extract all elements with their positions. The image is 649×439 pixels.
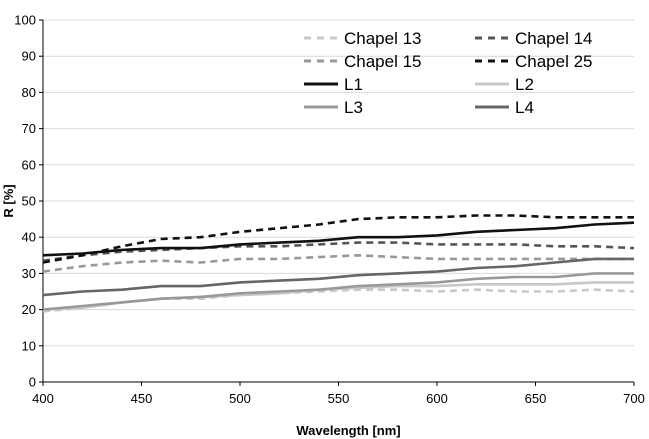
y-tick-label: 70 [22, 121, 36, 136]
legend-item: L3 [304, 98, 363, 117]
legend-item: Chapel 13 [304, 29, 422, 48]
series-line-chapel-25 [42, 214, 634, 264]
series-line-chapel-14 [42, 241, 635, 262]
legend-item: Chapel 15 [304, 52, 422, 71]
legend-label: Chapel 25 [515, 52, 593, 71]
gridlines [43, 19, 634, 347]
y-tick-label: 80 [22, 85, 36, 100]
legend-label: L4 [515, 98, 534, 117]
series-line-l2 [42, 281, 634, 311]
axes: 0 10 20 30 40 50 60 70 80 90 100 400 450 500 550 600 650… [14, 13, 645, 407]
x-tick-label: 500 [229, 391, 251, 406]
legend-item: L4 [475, 98, 534, 117]
legend-label: L1 [344, 75, 363, 94]
y-tick-label: 90 [22, 49, 36, 64]
legend-label: Chapel 15 [344, 52, 422, 71]
x-tick-label: 600 [426, 391, 448, 406]
legend-item: L2 [475, 75, 534, 94]
legend-item: Chapel 25 [475, 52, 593, 71]
legend: Chapel 13 Chapel 14 Chapel 15 Chapel 25 L1 L2… [304, 29, 593, 117]
y-axis-title: R [%] [1, 184, 16, 217]
x-tick-label: 700 [623, 391, 645, 406]
legend-label: L3 [344, 98, 363, 117]
y-tick-label: 40 [22, 230, 36, 245]
y-tick-label: 60 [22, 157, 36, 172]
y-tick-label: 30 [22, 266, 36, 281]
legend-label: L2 [515, 75, 534, 94]
y-tick-label: 10 [22, 338, 36, 353]
series-line-l3 [42, 272, 634, 311]
legend-label: Chapel 14 [515, 29, 593, 48]
x-tick-label: 650 [525, 391, 547, 406]
y-tick-label: 100 [14, 13, 36, 28]
series-line-l1 [42, 221, 635, 257]
y-tick-label: 0 [29, 375, 36, 390]
series-line-l4 [42, 257, 634, 297]
legend-item: L1 [304, 75, 363, 94]
y-tick-label: 20 [22, 302, 36, 317]
x-tick-label: 550 [328, 391, 350, 406]
x-tick-label: 450 [131, 391, 153, 406]
series-line-chapel-15 [42, 254, 634, 273]
x-axis-title: Wavelength [nm] [296, 423, 400, 438]
series-lines [42, 214, 635, 313]
legend-label: Chapel 13 [344, 29, 422, 48]
y-tick-label: 50 [22, 194, 36, 209]
legend-item: Chapel 14 [475, 29, 593, 48]
x-tick-label: 400 [32, 391, 54, 406]
